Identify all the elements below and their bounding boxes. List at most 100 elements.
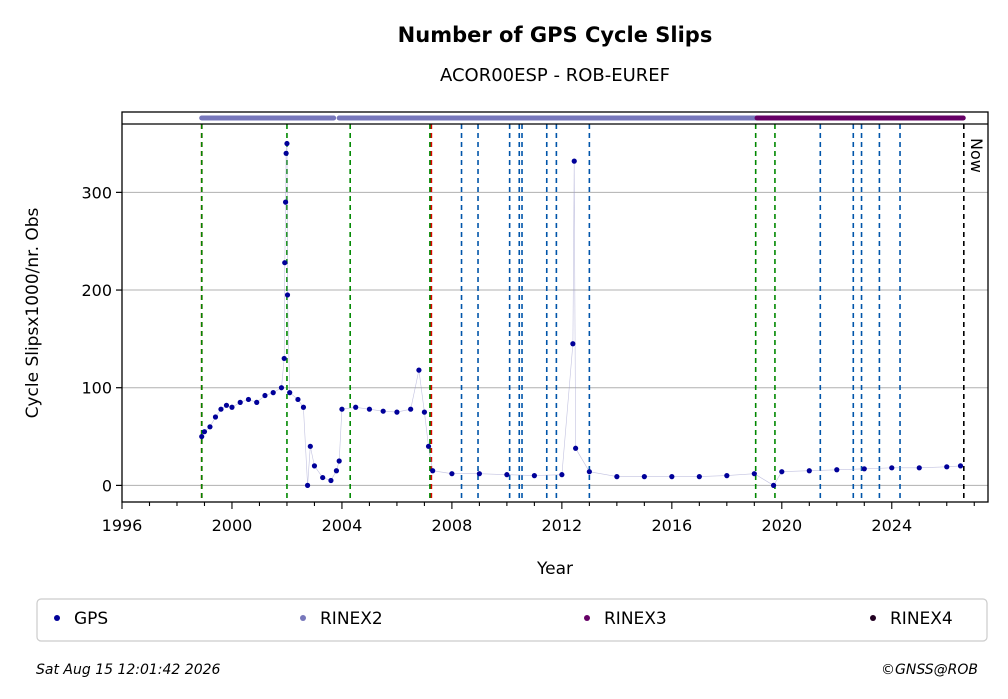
gps-point — [806, 468, 812, 474]
gps-point — [380, 408, 386, 414]
gps-point — [283, 150, 289, 156]
legend-label-rinex4: RINEX4 — [890, 609, 953, 629]
gps-point — [281, 355, 287, 362]
gps-point — [282, 199, 289, 205]
gps-point — [573, 445, 579, 451]
gps-point — [889, 465, 895, 471]
gps-point — [262, 392, 268, 399]
x-axis-ticks: 1996 2000 2004 2008 2012 2016 2020 2024 — [102, 502, 975, 535]
gps-point — [394, 409, 400, 415]
legend-box — [36, 598, 988, 642]
gps-point — [304, 482, 311, 488]
legend-label-rinex3: RINEX3 — [604, 609, 667, 629]
gps-point — [571, 158, 577, 164]
gps-point — [320, 474, 326, 481]
gps-point — [199, 433, 205, 440]
footer-timestamp: Sat Aug 15 12:01:42 2026 — [36, 662, 221, 678]
y-tick-label: 100 — [81, 379, 112, 398]
gps-point — [328, 477, 334, 484]
legend-marker-rinex3 — [584, 615, 590, 621]
legend-marker-rinex2 — [300, 615, 306, 621]
gps-point — [207, 424, 213, 430]
gps-point — [212, 414, 219, 420]
gps-point — [834, 467, 840, 473]
legend-label-rinex2: RINEX2 — [320, 609, 383, 629]
gps-point — [641, 474, 647, 480]
gps-point — [408, 406, 414, 412]
legend-marker-gps — [54, 615, 60, 621]
gridlines — [122, 191, 988, 486]
gps-point — [421, 409, 428, 415]
gps-point — [300, 404, 307, 410]
chart-title: Number of GPS Cycle Slips — [398, 23, 713, 47]
legend-label-gps: GPS — [74, 609, 108, 629]
x-tick-label: 1996 — [102, 516, 143, 535]
gps-point — [245, 396, 252, 403]
gps-point — [282, 260, 288, 266]
x-tick-label: 2020 — [761, 516, 802, 535]
gps-point — [944, 464, 950, 470]
gps-point — [223, 402, 230, 408]
gps-point — [570, 341, 576, 347]
gps-point — [504, 472, 510, 478]
y-tick-label: 300 — [81, 183, 112, 202]
x-tick-label: 2016 — [651, 516, 692, 535]
gps-point — [449, 471, 455, 477]
x-tick-label: 2024 — [871, 516, 912, 535]
gps-point — [531, 473, 537, 479]
gps-point — [476, 471, 482, 477]
gps-point — [916, 465, 922, 471]
now-label: Now — [967, 138, 986, 173]
y-axis-ticks: 0 100 200 300 — [81, 183, 122, 495]
y-axis-label: Cycle Slipsx1000/nr. Obs — [23, 207, 43, 418]
gps-point — [311, 463, 318, 469]
gps-point — [295, 396, 301, 403]
gps-point — [336, 458, 342, 464]
legend-marker-rinex4 — [870, 615, 876, 621]
x-tick-label: 2008 — [432, 516, 473, 535]
gps-point — [270, 390, 276, 396]
gps-point — [278, 385, 285, 391]
gps-point — [333, 468, 340, 474]
gps-point — [430, 468, 436, 474]
gps-point — [254, 399, 260, 405]
gps-point — [425, 443, 432, 449]
gps-point — [339, 406, 345, 412]
gps-point — [724, 473, 730, 479]
x-tick-label: 2004 — [322, 516, 363, 535]
gps-point — [229, 404, 235, 410]
x-tick-label: 2000 — [212, 516, 253, 535]
gps-point — [751, 471, 757, 477]
plot-frame — [121, 111, 989, 503]
gps-point — [696, 474, 702, 480]
gps-point — [287, 390, 293, 396]
y-tick-label: 200 — [81, 281, 112, 300]
gps-point — [237, 399, 243, 405]
gps-point — [559, 472, 565, 478]
gps-point — [779, 469, 785, 475]
legend: GPS RINEX2 RINEX3 RINEX4 — [36, 598, 988, 642]
gps-point — [218, 406, 224, 412]
gps-point — [284, 292, 291, 298]
x-tick-label: 2012 — [542, 516, 583, 535]
footer-copyright: ©GNSS@ROB — [881, 662, 978, 678]
y-tick-label: 0 — [102, 476, 112, 495]
gps-point — [957, 463, 964, 469]
gps-point — [416, 367, 422, 373]
gps-point — [669, 474, 675, 480]
gps-point — [614, 474, 620, 480]
data-points — [199, 140, 964, 488]
gps-point — [307, 443, 313, 449]
gps-point — [366, 406, 373, 412]
gps-point — [353, 404, 359, 410]
gps-point — [201, 429, 208, 435]
gps-point — [861, 466, 867, 472]
gps-trace — [201, 143, 961, 486]
x-axis-label: Year — [536, 559, 573, 579]
event-lines — [200, 124, 965, 502]
gps-point — [284, 140, 290, 147]
chart-subtitle: ACOR00ESP - ROB-EUREF — [440, 65, 670, 86]
gps-point — [770, 482, 777, 488]
gps-point — [586, 469, 592, 475]
